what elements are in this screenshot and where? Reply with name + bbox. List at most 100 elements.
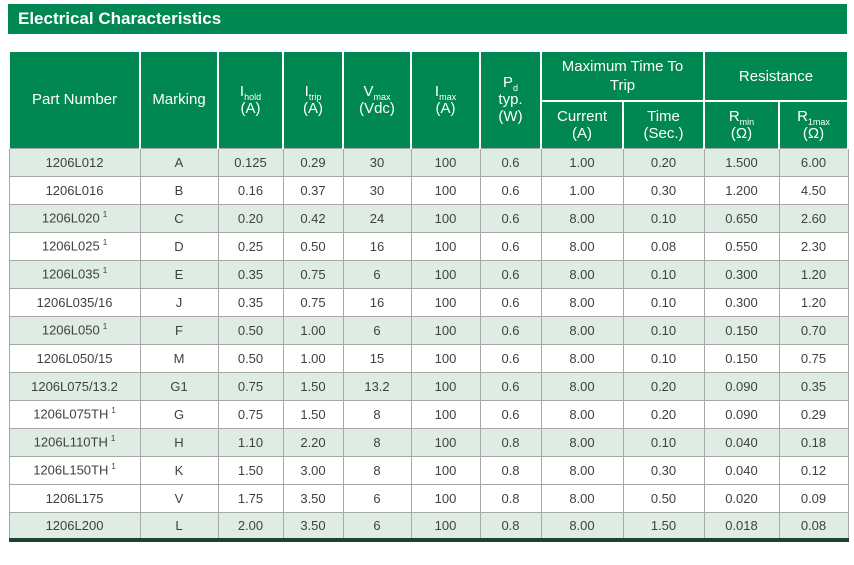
table-row: 1206L075TH 1 G 0.75 1.50 8 100 0.6 8.00 0.20 0.090… xyxy=(8,399,849,429)
pd-unit: (W) xyxy=(498,108,523,126)
cell-marking: B xyxy=(139,175,219,205)
cell-itrip: 3.50 xyxy=(282,483,344,513)
cell-trip_current: 8.00 xyxy=(540,203,624,233)
cell-trip_time: 0.30 xyxy=(622,175,705,205)
cell-pd: 0.8 xyxy=(479,455,542,485)
cell-pd: 0.6 xyxy=(479,287,542,317)
cell-trip_current: 8.00 xyxy=(540,511,624,542)
cell-part: 1206L075/13.2 xyxy=(8,371,141,401)
cell-imax: 100 xyxy=(410,147,481,177)
vmax-unit: (Vdc) xyxy=(359,99,395,117)
cell-part: 1206L150TH 1 xyxy=(8,455,141,485)
table-row: 1206L150TH 1 K 1.50 3.00 8 100 0.8 8.00 0.30 0.040… xyxy=(8,455,849,485)
cell-r1max: 0.35 xyxy=(778,371,849,401)
section-title-bar: Electrical Characteristics xyxy=(8,4,847,34)
pd-symbol: P xyxy=(502,74,513,92)
cell-ihold: 1.10 xyxy=(217,427,284,457)
cell-trip_current: 1.00 xyxy=(540,147,624,177)
vmax-symbol: V xyxy=(363,82,374,100)
cell-vmax: 30 xyxy=(342,147,412,177)
cell-pd: 0.8 xyxy=(479,427,542,457)
cell-marking: J xyxy=(139,287,219,317)
cell-itrip: 0.42 xyxy=(282,203,344,233)
cell-imax: 100 xyxy=(410,315,481,345)
cell-marking: K xyxy=(139,455,219,485)
cell-trip_current: 8.00 xyxy=(540,483,624,513)
table-body: 1206L012 A 0.125 0.29 30 100 0.6 1.00 0.20 1.500 6… xyxy=(8,147,849,542)
cell-ihold: 0.35 xyxy=(217,259,284,289)
cell-trip_current: 8.00 xyxy=(540,231,624,261)
cell-itrip: 1.50 xyxy=(282,371,344,401)
col-header-rmin: Rmin (Ω) xyxy=(703,100,780,148)
cell-vmax: 16 xyxy=(342,287,412,317)
cell-vmax: 6 xyxy=(342,315,412,345)
footnote-marker: 1 xyxy=(102,266,108,276)
footnote-marker: 1 xyxy=(110,434,116,444)
table-row: 1206L110TH 1 H 1.10 2.20 8 100 0.8 8.00 0.10 0.040… xyxy=(8,427,849,457)
cell-part: 1206L110TH 1 xyxy=(8,427,141,457)
cell-ihold: 2.00 xyxy=(217,511,284,542)
col-header-trip-current: Current (A) xyxy=(540,100,624,148)
cell-pd: 0.6 xyxy=(479,147,542,177)
cell-pd: 0.6 xyxy=(479,315,542,345)
cell-r1max: 6.00 xyxy=(778,147,849,177)
col-header-ihold: Ihold (A) xyxy=(217,50,284,148)
cell-vmax: 16 xyxy=(342,231,412,261)
cell-trip_current: 8.00 xyxy=(540,371,624,401)
cell-part: 1206L020 1 xyxy=(8,203,141,233)
cell-part: 1206L025 1 xyxy=(8,231,141,261)
cell-marking: E xyxy=(139,259,219,289)
cell-imax: 100 xyxy=(410,203,481,233)
table-row: 1206L035 1 E 0.35 0.75 6 100 0.6 8.00 0.10 0.300 1.… xyxy=(8,259,849,289)
cell-trip_time: 0.20 xyxy=(622,147,705,177)
rmin-subscript: min xyxy=(739,116,755,127)
cell-marking: G xyxy=(139,399,219,429)
col-group-resistance: Resistance xyxy=(702,50,850,101)
cell-part: 1206L035/16 xyxy=(8,287,141,317)
cell-marking: H xyxy=(139,427,219,457)
cell-marking: A xyxy=(139,147,219,177)
cell-rmin: 0.650 xyxy=(703,203,780,233)
trip-time-label: Time xyxy=(647,107,680,125)
cell-itrip: 1.00 xyxy=(282,343,344,373)
cell-itrip: 2.20 xyxy=(282,427,344,457)
cell-part: 1206L012 xyxy=(8,147,141,177)
footnote-marker: 1 xyxy=(111,462,116,472)
cell-itrip: 3.50 xyxy=(282,511,344,542)
cell-rmin: 0.550 xyxy=(703,231,780,261)
cell-r1max: 0.75 xyxy=(778,343,849,373)
footnote-marker: 1 xyxy=(102,210,108,220)
cell-pd: 0.6 xyxy=(479,231,542,261)
cell-itrip: 3.00 xyxy=(282,455,344,485)
cell-imax: 100 xyxy=(410,427,481,457)
cell-vmax: 6 xyxy=(342,259,412,289)
cell-r1max: 0.08 xyxy=(778,511,849,542)
cell-trip_time: 0.10 xyxy=(622,259,705,289)
cell-r1max: 2.60 xyxy=(778,203,849,233)
pd-typ-label: typ. xyxy=(498,91,523,109)
cell-vmax: 15 xyxy=(342,343,412,373)
table-row: 1206L012 A 0.125 0.29 30 100 0.6 1.00 0.20 1.500 6… xyxy=(8,147,849,177)
imax-unit: (A) xyxy=(435,99,456,117)
cell-part: 1206L075TH 1 xyxy=(8,399,141,429)
cell-trip_time: 0.30 xyxy=(622,455,705,485)
cell-r1max: 0.09 xyxy=(778,483,849,513)
cell-trip_time: 0.10 xyxy=(622,287,705,317)
cell-rmin: 0.018 xyxy=(703,511,780,542)
cell-r1max: 0.18 xyxy=(778,427,849,457)
cell-marking: M xyxy=(139,343,219,373)
cell-trip_time: 1.50 xyxy=(622,511,705,542)
col-header-marking: Marking xyxy=(139,50,219,148)
cell-pd: 0.6 xyxy=(479,175,542,205)
rmin-symbol: R xyxy=(728,107,740,125)
electrical-characteristics-table: Part Number Marking Ihold (A) Itrip (A) … xyxy=(8,50,850,542)
cell-marking: L xyxy=(139,511,219,542)
col-header-r1max: R1max (Ω) xyxy=(777,100,850,148)
table-row: 1206L035/16 J 0.35 0.75 16 100 0.6 8.00 0.10 0.30… xyxy=(8,287,849,317)
col-header-vmax: Vmax (Vdc) xyxy=(342,50,412,148)
itrip-unit: (A) xyxy=(303,99,323,117)
cell-vmax: 13.2 xyxy=(342,371,412,401)
cell-pd: 0.6 xyxy=(479,203,542,233)
col-header-part-number: Part Number xyxy=(8,50,141,148)
cell-part: 1206L016 xyxy=(8,175,141,205)
